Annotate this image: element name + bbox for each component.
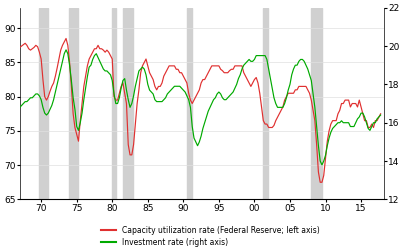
Bar xyxy=(187,8,192,199)
Bar xyxy=(39,8,48,199)
Bar xyxy=(69,8,78,199)
Bar xyxy=(311,8,322,199)
Legend: Capacity utilization rate (Federal Reserve; left axis), Investment rate (right a: Capacity utilization rate (Federal Reser… xyxy=(99,224,321,248)
Bar xyxy=(112,8,116,199)
Bar xyxy=(123,8,133,199)
Bar xyxy=(263,8,268,199)
